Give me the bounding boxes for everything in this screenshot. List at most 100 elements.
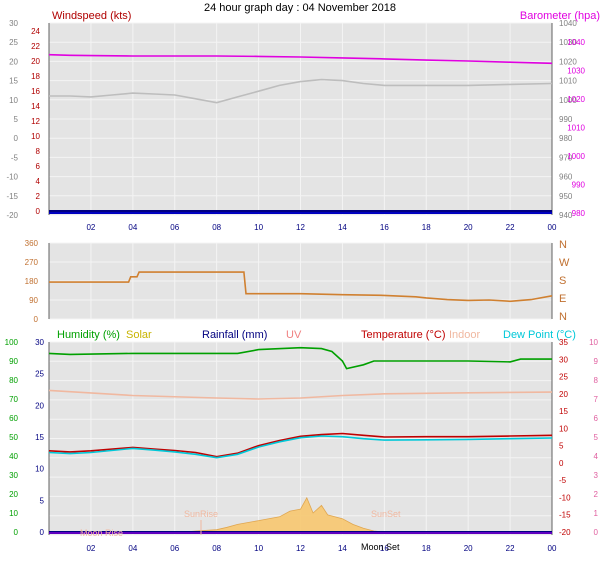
p1-outer-left-tick-label: -10 [6,173,18,182]
p1-outer-left-tick-label: -5 [11,153,19,162]
p1-right-tick-label: 970 [559,153,573,162]
sunset-label: SunSet [371,509,401,519]
p3-outer-left-tick-label: 30 [9,471,18,480]
p3-right-outer-tick-label: 3 [594,471,599,480]
p3-outer-left-tick-label: 10 [9,509,18,518]
p3-right-tick-label: 25 [559,373,568,382]
p3-outer-left-tick-label: 0 [14,528,19,537]
moon-set-label: Moon Set [361,542,400,552]
p3-right-tick-label: -10 [559,493,571,502]
p3-right-tick-label: 35 [559,338,568,347]
time-tick-label-p2: 12 [296,544,305,553]
time-tick-label-p0: 12 [296,223,305,232]
p1-right-outer-tick-label: 1030 [567,67,585,76]
series-layer [48,53,553,534]
p1-right-outer-tick-label: 1040 [567,38,585,47]
indoor-label: Indoor [449,329,481,341]
p1-right-tick-label: 1040 [559,19,577,28]
p1-right-outer-tick-label: 1010 [567,124,585,133]
p2-right-tick-label: S [559,275,566,287]
p3-right-outer-tick-label: 1 [594,509,599,518]
p1-right-tick-label: 960 [559,173,573,182]
p1-outer-left-tick-label: 0 [14,134,19,143]
p1-right-tick-label: 1030 [559,38,577,47]
time-tick-label-p0: 14 [338,223,347,232]
p3-right-tick-label: -20 [559,528,571,537]
p1-right-tick-label: 980 [559,134,573,143]
p3-inner-left-tick-label: 5 [40,496,45,505]
p1-inner-left-tick-label: 24 [31,27,40,36]
p3-outer-left-tick-label: 50 [9,433,18,442]
p3-inner-left-tick-label: 15 [35,433,44,442]
p3-right-tick-label: 10 [559,424,568,433]
barometer-hpa-line-p0 [48,53,553,65]
p3-right-outer-tick-label: 0 [594,528,599,537]
time-tick-label-p2: 14 [338,544,347,553]
time-tick-label-p0: 02 [86,223,95,232]
p3-outer-left-tick-label: 100 [5,338,19,347]
axes-layer: 302520151050-5-10-15-2024222018161412108… [5,19,599,553]
indoor-line-p2 [48,389,553,400]
time-tick-label-p2: 16 [380,544,389,553]
time-tick-label-p2: 18 [422,544,431,553]
series-0-line-p1 [49,271,553,303]
p1-outer-left-tick-label: 5 [14,115,19,124]
p3-right-outer-tick-label: 6 [594,414,599,423]
windspeed-label: Windspeed (kts) [52,10,131,22]
p3-right-outer-tick-label: 10 [589,338,598,347]
time-tick-label-p2: 08 [212,544,221,553]
rainfall-label: Rainfall (mm) [202,329,267,341]
p1-inner-left-tick-label: 8 [36,147,41,156]
p1-inner-left-tick-label: 6 [36,162,41,171]
p3-outer-left-tick-label: 70 [9,395,18,404]
solar-area-p2 [185,496,385,533]
p1-outer-left-tick-label: 30 [9,19,18,28]
p1-inner-left-tick-label: 16 [31,87,40,96]
p1-inner-left-tick-label: 2 [36,192,41,201]
time-tick-label-p0: 22 [506,223,515,232]
humidity-line-p2 [48,346,552,370]
p1-inner-left-tick-label: 14 [31,102,40,111]
p1-right-tick-label: 950 [559,192,573,201]
p3-inner-left-tick-label: 20 [35,401,44,410]
p3-right-outer-tick-label: 5 [594,433,599,442]
p2-right-tick-label: E [559,293,566,305]
p2-left-tick-label: 90 [29,296,38,305]
p2-right-tick-label: N [559,239,567,251]
chart-title: 24 hour graph day : 04 November 2018 [204,2,396,14]
p3-inner-left-tick-label: 0 [40,528,45,537]
solar-label: Solar [126,329,152,341]
p3-outer-left-tick-label: 40 [9,452,18,461]
p2-left-tick-label: 180 [25,277,39,286]
p1-right-outer-tick-label: 980 [572,209,586,218]
p3-right-tick-label: 5 [559,442,564,451]
temperature-label: Temperature (°C) [361,329,445,341]
moon-rise-label: Moon Rise [80,528,123,538]
p1-outer-left-tick-label: 10 [9,96,18,105]
sunrise-label: SunRise [184,509,218,519]
p1-right-tick-label: 1020 [559,57,577,66]
p1-inner-left-tick-label: 18 [31,72,40,81]
time-tick-label-p2: 20 [464,544,473,553]
p1-outer-left-tick-label: 15 [9,77,18,86]
p3-inner-left-tick-label: 10 [35,465,44,474]
time-tick-label-p2: 10 [254,544,263,553]
p3-right-tick-label: 15 [559,407,568,416]
time-tick-label-p2: 00 [548,544,557,553]
time-tick-label-p0: 06 [170,223,179,232]
p2-right-tick-label: N [559,311,567,323]
p3-outer-left-tick-label: 90 [9,357,18,366]
p3-right-outer-tick-label: 4 [594,452,599,461]
time-tick-label-p0: 10 [254,223,263,232]
p3-outer-left-tick-label: 80 [9,376,18,385]
p1-outer-left-tick-label: -20 [6,211,18,220]
series-1-line-p0 [49,78,553,104]
dew-point-c-line-p2 [48,435,553,459]
p1-right-tick-label: 1010 [559,77,577,86]
p3-right-outer-tick-label: 9 [594,357,599,366]
p3-right-outer-tick-label: 2 [594,490,599,499]
p1-inner-left-tick-label: 12 [31,117,40,126]
p1-inner-left-tick-label: 0 [36,207,41,216]
